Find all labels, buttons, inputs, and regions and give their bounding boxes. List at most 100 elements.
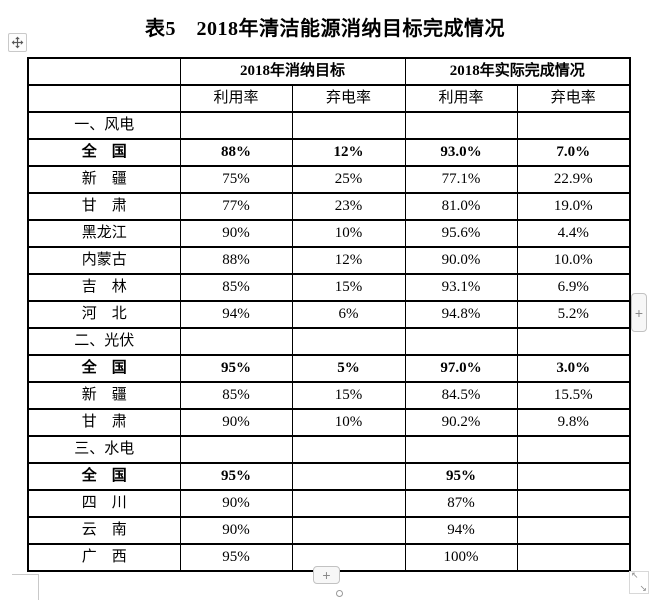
value-cell[interactable]: 15% <box>291 273 406 302</box>
value-cell[interactable] <box>291 462 406 491</box>
value-cell[interactable]: 19.0% <box>516 192 631 221</box>
value-cell[interactable] <box>516 111 631 140</box>
subheader-utilization-target[interactable]: 利用率 <box>179 84 293 113</box>
subheader-utilization-actual[interactable]: 利用率 <box>404 84 518 113</box>
row-label-cell[interactable]: 全 国 <box>27 354 181 383</box>
table-row: 云 南 90% 94% <box>27 516 631 545</box>
value-cell[interactable] <box>291 489 406 518</box>
table-resize-handle[interactable]: ↖ ↘ <box>629 571 649 594</box>
row-label-cell[interactable]: 吉 林 <box>27 273 181 302</box>
value-cell[interactable]: 77.1% <box>404 165 518 194</box>
value-cell[interactable]: 90.2% <box>404 408 518 437</box>
insert-row-button[interactable]: + <box>313 566 340 584</box>
row-label-cell[interactable]: 三、水电 <box>27 435 181 464</box>
value-cell[interactable]: 97.0% <box>404 354 518 383</box>
value-cell[interactable]: 90% <box>179 408 293 437</box>
corner-cell-2[interactable] <box>27 84 181 113</box>
table-row: 新 疆 85% 15% 84.5% 15.5% <box>27 381 631 410</box>
value-cell[interactable]: 81.0% <box>404 192 518 221</box>
value-cell[interactable] <box>291 111 406 140</box>
insert-column-button[interactable]: + <box>631 293 647 332</box>
value-cell[interactable]: 93.0% <box>404 138 518 167</box>
value-cell[interactable]: 95% <box>179 354 293 383</box>
value-cell[interactable]: 88% <box>179 246 293 275</box>
header-target-group[interactable]: 2018年消纳目标 <box>179 57 406 86</box>
value-cell[interactable]: 90% <box>179 489 293 518</box>
value-cell[interactable]: 94% <box>179 300 293 329</box>
value-cell[interactable] <box>179 111 293 140</box>
value-cell[interactable]: 10% <box>291 219 406 248</box>
row-label-cell[interactable]: 一、风电 <box>27 111 181 140</box>
row-label-cell[interactable]: 全 国 <box>27 462 181 491</box>
value-cell[interactable]: 3.0% <box>516 354 631 383</box>
value-cell[interactable]: 93.1% <box>404 273 518 302</box>
header-actual-group[interactable]: 2018年实际完成情况 <box>404 57 631 86</box>
value-cell[interactable]: 7.0% <box>516 138 631 167</box>
value-cell[interactable]: 10% <box>291 408 406 437</box>
value-cell[interactable]: 90.0% <box>404 246 518 275</box>
value-cell[interactable]: 12% <box>291 138 406 167</box>
value-cell[interactable]: 6.9% <box>516 273 631 302</box>
row-label-cell[interactable]: 黑龙江 <box>27 219 181 248</box>
value-cell[interactable]: 95% <box>179 543 293 572</box>
row-label-cell[interactable]: 四 川 <box>27 489 181 518</box>
value-cell[interactable] <box>404 435 518 464</box>
value-cell[interactable]: 5% <box>291 354 406 383</box>
value-cell[interactable] <box>516 516 631 545</box>
value-cell[interactable]: 75% <box>179 165 293 194</box>
value-cell[interactable]: 90% <box>179 516 293 545</box>
value-cell[interactable]: 6% <box>291 300 406 329</box>
value-cell[interactable] <box>179 435 293 464</box>
value-cell[interactable]: 84.5% <box>404 381 518 410</box>
subheader-curtailment-target[interactable]: 弃电率 <box>291 84 406 113</box>
value-cell[interactable] <box>516 435 631 464</box>
row-label-cell[interactable]: 河 北 <box>27 300 181 329</box>
row-label-cell[interactable]: 甘 肃 <box>27 408 181 437</box>
row-label-cell[interactable]: 广 西 <box>27 543 181 572</box>
value-cell[interactable]: 87% <box>404 489 518 518</box>
value-cell[interactable] <box>404 111 518 140</box>
value-cell[interactable]: 9.8% <box>516 408 631 437</box>
value-cell[interactable]: 77% <box>179 192 293 221</box>
value-cell[interactable]: 15.5% <box>516 381 631 410</box>
subheader-curtailment-actual[interactable]: 弃电率 <box>516 84 631 113</box>
value-cell[interactable]: 95% <box>404 462 518 491</box>
value-cell[interactable]: 94% <box>404 516 518 545</box>
value-cell[interactable]: 10.0% <box>516 246 631 275</box>
row-label-cell[interactable]: 新 疆 <box>27 165 181 194</box>
row-label-cell[interactable]: 全 国 <box>27 138 181 167</box>
row-label-cell[interactable]: 内蒙古 <box>27 246 181 275</box>
value-cell[interactable]: 4.4% <box>516 219 631 248</box>
value-cell[interactable]: 95.6% <box>404 219 518 248</box>
anchor-dot <box>336 590 343 597</box>
value-cell[interactable] <box>291 435 406 464</box>
row-label-cell[interactable]: 云 南 <box>27 516 181 545</box>
corner-cell[interactable] <box>27 57 181 86</box>
value-cell[interactable] <box>404 327 518 356</box>
value-cell[interactable]: 94.8% <box>404 300 518 329</box>
value-cell[interactable] <box>291 543 406 572</box>
value-cell[interactable] <box>291 327 406 356</box>
value-cell[interactable]: 12% <box>291 246 406 275</box>
value-cell[interactable]: 15% <box>291 381 406 410</box>
value-cell[interactable]: 100% <box>404 543 518 572</box>
value-cell[interactable] <box>291 516 406 545</box>
value-cell[interactable]: 23% <box>291 192 406 221</box>
value-cell[interactable]: 85% <box>179 381 293 410</box>
value-cell[interactable] <box>516 489 631 518</box>
value-cell[interactable]: 85% <box>179 273 293 302</box>
row-label-cell[interactable]: 甘 肃 <box>27 192 181 221</box>
value-cell[interactable]: 95% <box>179 462 293 491</box>
row-label-cell[interactable]: 新 疆 <box>27 381 181 410</box>
value-cell[interactable]: 5.2% <box>516 300 631 329</box>
row-label-cell[interactable]: 二、光伏 <box>27 327 181 356</box>
table-move-handle[interactable] <box>8 33 27 52</box>
value-cell[interactable] <box>516 462 631 491</box>
value-cell[interactable] <box>179 327 293 356</box>
value-cell[interactable]: 88% <box>179 138 293 167</box>
value-cell[interactable] <box>516 327 631 356</box>
value-cell[interactable]: 25% <box>291 165 406 194</box>
value-cell[interactable]: 22.9% <box>516 165 631 194</box>
value-cell[interactable]: 90% <box>179 219 293 248</box>
value-cell[interactable] <box>516 543 631 572</box>
